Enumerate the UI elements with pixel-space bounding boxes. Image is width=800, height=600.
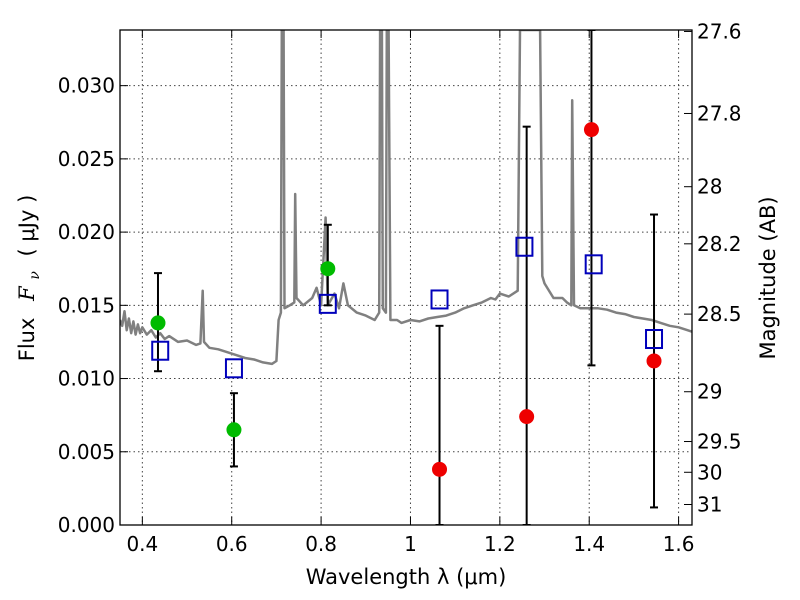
y-axis-title-subscript: ν bbox=[27, 271, 43, 280]
y-axis-title: Flux F ν ( μJy ) bbox=[15, 195, 44, 362]
y2-tick-label: 28 bbox=[697, 175, 722, 199]
model-photometry-square bbox=[645, 329, 664, 350]
y-tick-label: 0.005 bbox=[58, 440, 115, 464]
y-axis-title-symbol: F bbox=[15, 285, 39, 302]
y2-tick-label: 27.6 bbox=[697, 19, 742, 43]
x-tick-label: 1.2 bbox=[484, 532, 516, 556]
detected-flux-point bbox=[150, 315, 166, 331]
y2-tick-label: 27.8 bbox=[697, 101, 742, 125]
y-tick-label: 0.000 bbox=[58, 513, 115, 537]
model-photometry-square bbox=[151, 340, 170, 361]
y2-tick-label: 30 bbox=[697, 460, 722, 484]
y2-tick-label: 28.2 bbox=[697, 232, 742, 256]
axis-ticks: 0.4 0.6 0.8 1 1.2 1.4 1.6 0.000 0.005 0.010 0.015 0… bbox=[58, 19, 742, 556]
y2-tick-label: 29 bbox=[697, 380, 722, 404]
y2-tick-label: 31 bbox=[697, 492, 722, 516]
y-axis-title-text: Flux bbox=[15, 318, 39, 362]
x-tick-label: 0.4 bbox=[126, 532, 158, 556]
model-photometry-square bbox=[224, 358, 243, 379]
y2-tick-label: 28.5 bbox=[697, 302, 742, 326]
x-tick-label: 1.4 bbox=[573, 532, 605, 556]
y-tick-label: 0.015 bbox=[58, 293, 115, 317]
model-photometry-square bbox=[515, 236, 534, 257]
grid-lines bbox=[120, 30, 692, 526]
model-photometry-square bbox=[318, 293, 337, 314]
y-tick-label: 0.020 bbox=[58, 220, 115, 244]
plot-frame bbox=[119, 29, 693, 526]
data-layer bbox=[120, 30, 692, 525]
marginal-flux-point bbox=[432, 461, 448, 477]
y-tick-label: 0.030 bbox=[58, 74, 115, 98]
detected-flux-point bbox=[226, 422, 242, 438]
y2-axis-title: Magnitude (AB) bbox=[756, 196, 780, 359]
x-tick-label: 1.6 bbox=[663, 532, 695, 556]
y-tick-label: 0.025 bbox=[58, 147, 115, 171]
x-tick-label: 0.8 bbox=[305, 532, 337, 556]
marginal-flux-point bbox=[646, 353, 662, 369]
y-axis-title-unit: ( μJy ) bbox=[15, 195, 39, 257]
marginal-flux-point bbox=[519, 409, 535, 425]
x-tick-label: 1 bbox=[404, 532, 417, 556]
model-photometry-square bbox=[430, 289, 449, 310]
x-axis-title: Wavelength λ (μm) bbox=[306, 565, 507, 589]
y-tick-label: 0.010 bbox=[58, 367, 115, 391]
model-photometry-square bbox=[584, 254, 603, 275]
detected-flux-point bbox=[320, 261, 336, 277]
y2-tick-label: 29.5 bbox=[697, 430, 742, 454]
model-spectrum-line bbox=[120, 30, 692, 366]
marginal-flux-point bbox=[583, 122, 599, 138]
x-tick-label: 0.6 bbox=[216, 532, 248, 556]
